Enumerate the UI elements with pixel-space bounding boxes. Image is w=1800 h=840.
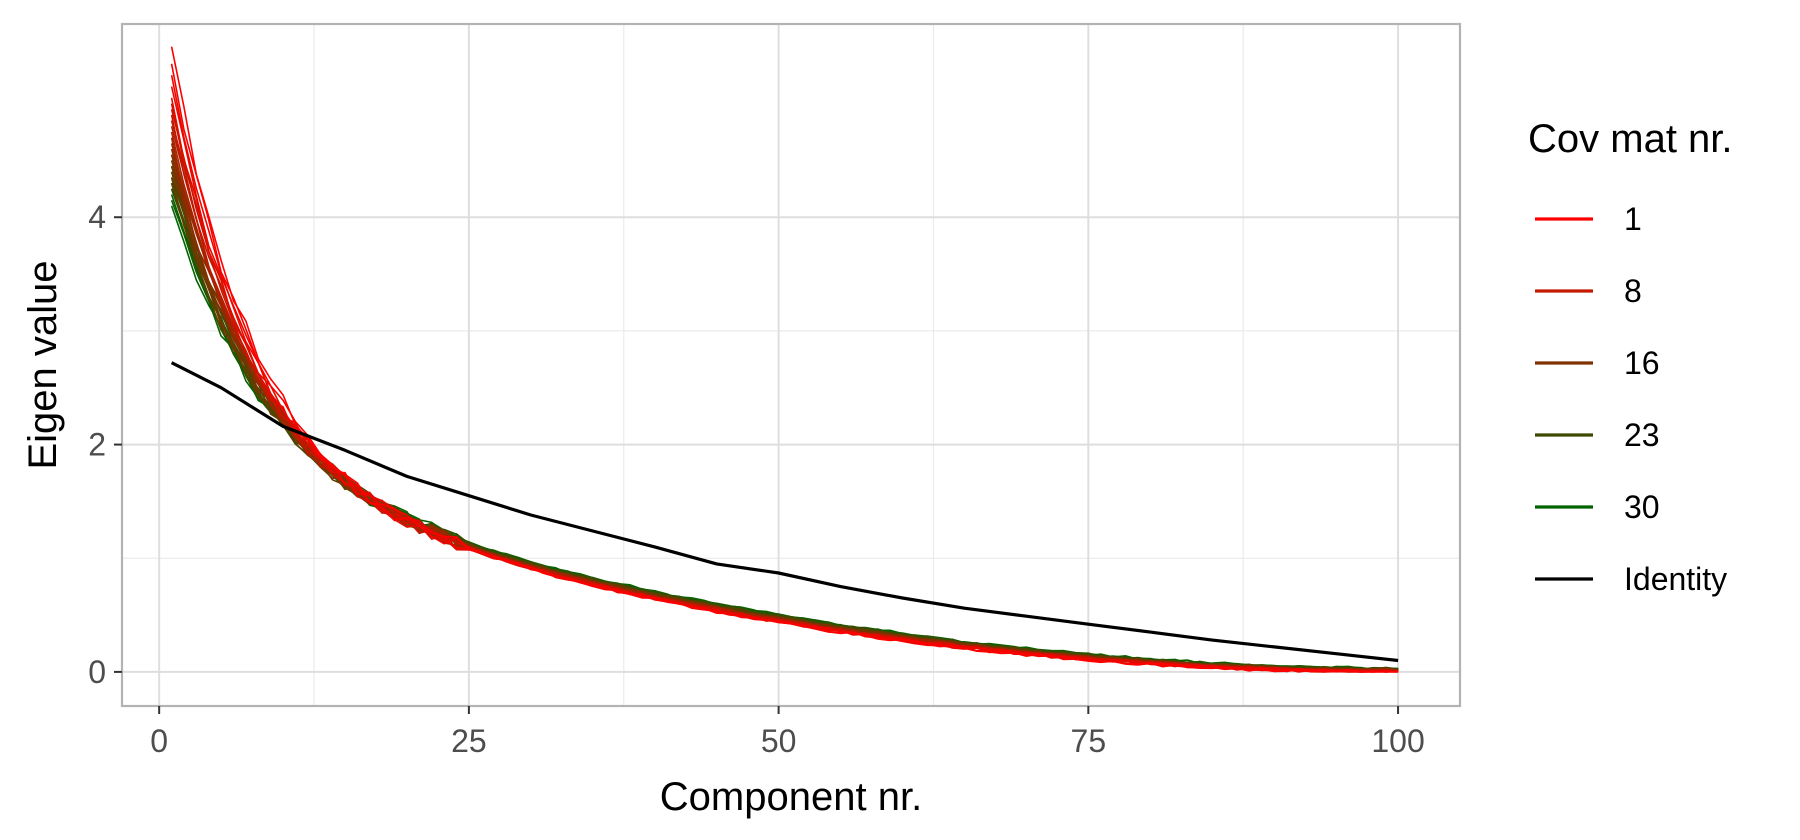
identity-series-line (170, 361, 1399, 663)
x-tick-label: 0 (150, 723, 168, 759)
legend-label: 30 (1624, 489, 1660, 525)
legend-label: 16 (1624, 345, 1660, 381)
x-tick-label: 25 (451, 723, 487, 759)
covariance-series-layer (170, 46, 1399, 673)
identity-series-layer (170, 361, 1399, 663)
y-tick-label: 0 (88, 654, 106, 690)
legend-title: Cov mat nr. (1528, 117, 1733, 161)
legend: 1 8 16 23 30 Identity (1535, 201, 1727, 597)
x-tick-label: 75 (1071, 723, 1107, 759)
x-axis-title: Component nr. (660, 775, 922, 819)
grid-layer (122, 24, 1460, 706)
y-tick-label: 2 (88, 427, 106, 463)
legend-label: Identity (1624, 561, 1727, 597)
plot-panel (122, 24, 1460, 706)
legend-label: 1 (1624, 201, 1642, 237)
y-tick-label: 4 (88, 199, 106, 235)
plot-border (120, 22, 1462, 708)
x-tick-label: 50 (761, 723, 797, 759)
legend-label: 8 (1624, 273, 1642, 309)
covariance-series-line (170, 46, 1399, 673)
x-tick-label: 100 (1371, 723, 1424, 759)
legend-label: 23 (1624, 417, 1660, 453)
y-axis-ticks: 0 2 4 (88, 199, 122, 690)
y-axis-title: Eigen value (21, 260, 65, 469)
x-axis-ticks: 0 25 50 75 100 (150, 706, 1425, 759)
